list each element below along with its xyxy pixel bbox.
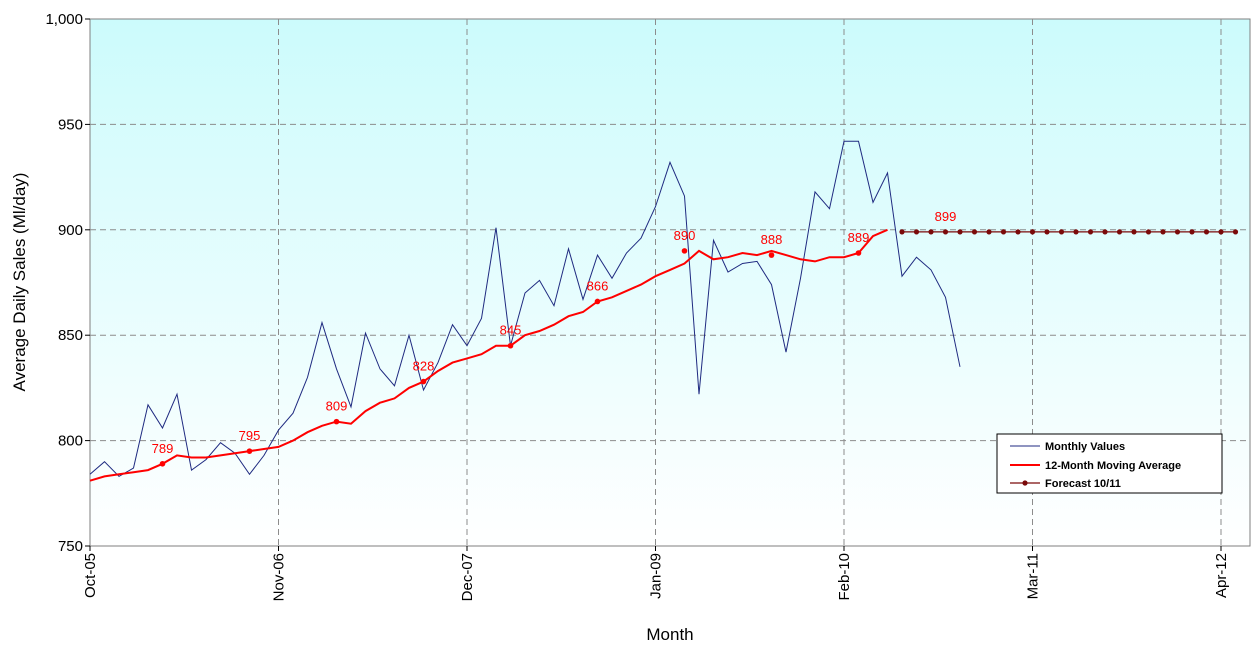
forecast-point <box>942 229 949 235</box>
moving-average-label-point <box>246 448 253 454</box>
y-tick-label: 1,000 <box>45 11 83 28</box>
x-tick-label: Jan-09 <box>648 553 665 599</box>
forecast-point <box>1174 229 1181 235</box>
y-axis-title: Average Daily Sales (Ml/day) <box>10 173 29 392</box>
forecast-point <box>1145 229 1152 235</box>
x-tick-label: Apr-12 <box>1213 553 1230 598</box>
forecast-point <box>1000 229 1007 235</box>
y-tick-label: 750 <box>58 538 83 555</box>
data-label: 866 <box>587 278 609 293</box>
forecast-point <box>971 229 978 235</box>
data-label: 828 <box>413 359 435 374</box>
data-label: 845 <box>500 323 522 338</box>
data-label: 888 <box>761 232 783 247</box>
data-label: 890 <box>674 228 696 243</box>
forecast-point <box>928 229 934 235</box>
legend: Monthly Values 12-Month Moving Average F… <box>996 433 1223 494</box>
series-layer <box>89 140 1239 482</box>
forecast-point <box>1189 229 1195 235</box>
data-label: 809 <box>326 399 348 414</box>
moving-average-label-point <box>768 252 775 258</box>
y-tick-label: 850 <box>58 327 83 344</box>
legend-label-forecast: Forecast 10/11 <box>1045 478 1121 490</box>
forecast-point <box>1087 229 1094 235</box>
forecast-point <box>899 229 905 235</box>
forecast-point <box>1073 229 1079 235</box>
moving-average-label-point <box>420 378 427 385</box>
x-tick-label: Oct-05 <box>82 553 99 598</box>
forecast-point <box>1203 229 1210 235</box>
y-tick-label: 900 <box>58 222 83 239</box>
moving-average-label-point <box>159 460 166 467</box>
moving-average-label-point <box>855 250 862 256</box>
legend-marker-forecast <box>1022 480 1028 486</box>
forecast-point <box>957 229 963 235</box>
legend-label-moving-average: 12-Month Moving Average <box>1045 460 1181 472</box>
forecast-point <box>1218 229 1224 235</box>
forecast-point <box>1131 229 1137 235</box>
moving-average-label-point <box>507 342 514 349</box>
moving-average-label-point <box>333 418 340 425</box>
forecast-point <box>1029 229 1036 235</box>
data-labels: 789 795 809 828 845 866 890 888 889 899 <box>152 209 957 467</box>
x-tick-label: Dec-07 <box>459 553 476 601</box>
x-axis-title: Month <box>646 625 693 644</box>
forecast-point <box>1160 229 1166 235</box>
forecast-point <box>986 229 992 235</box>
gridlines <box>90 19 1250 546</box>
forecast-point <box>913 229 920 235</box>
forecast-point <box>1044 229 1050 235</box>
x-axis: Oct-05 Nov-06 Dec-07 Jan-09 Feb-10 Mar-11 Apr-… <box>82 546 1230 601</box>
forecast-point <box>1102 229 1108 235</box>
moving-average-label-point <box>681 248 688 254</box>
moving-average-label-point <box>594 298 601 305</box>
y-axis: 750 800 850 900 950 1,000 <box>45 11 90 555</box>
x-tick-label: Feb-10 <box>836 553 853 601</box>
data-label: 795 <box>239 428 261 443</box>
y-tick-label: 800 <box>58 433 83 450</box>
y-tick-label: 950 <box>58 116 83 133</box>
series-line-moving-average <box>89 228 888 482</box>
x-tick-label: Mar-11 <box>1025 553 1042 599</box>
legend-label-monthly: Monthly Values <box>1045 441 1125 453</box>
x-tick-label: Nov-06 <box>271 553 288 601</box>
forecast-point <box>1232 229 1239 235</box>
forecast-point <box>1116 229 1123 235</box>
data-label: 789 <box>152 441 174 456</box>
data-label: 899 <box>935 209 957 224</box>
forecast-point <box>1058 229 1065 235</box>
data-label: 889 <box>848 230 870 245</box>
forecast-point <box>1015 229 1021 235</box>
